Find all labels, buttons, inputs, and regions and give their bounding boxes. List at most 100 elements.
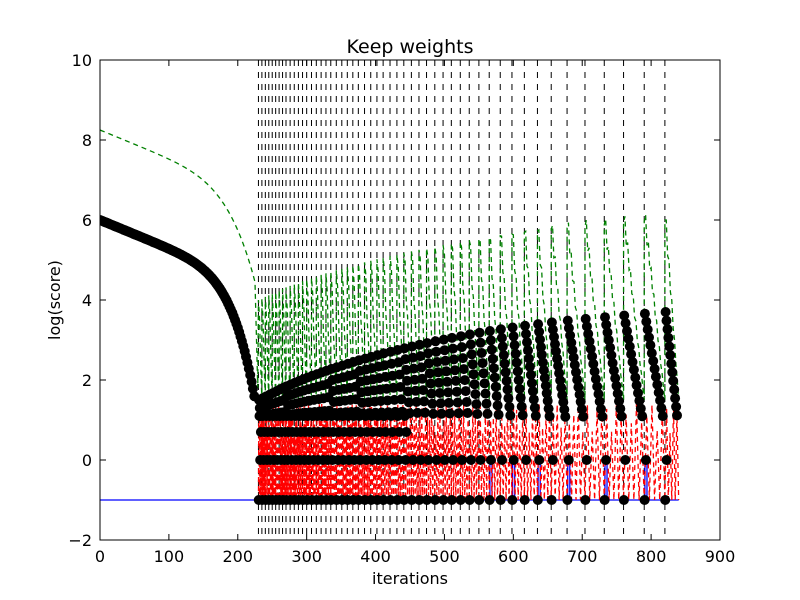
data-point	[479, 378, 490, 389]
data-point	[427, 398, 438, 409]
data-point	[522, 337, 532, 348]
data-point	[660, 307, 671, 317]
data-point	[452, 397, 463, 408]
data-point	[519, 495, 530, 505]
x-tick-label: 0	[95, 547, 105, 566]
data-point	[538, 365, 549, 376]
data-point	[507, 322, 518, 333]
data-point	[527, 386, 538, 397]
data-point	[477, 358, 488, 369]
data-point	[396, 394, 407, 405]
data-point	[556, 382, 567, 393]
data-point	[602, 327, 613, 338]
data-point	[532, 495, 543, 505]
data-point	[628, 364, 639, 375]
data-point	[411, 396, 422, 407]
data-point	[424, 368, 435, 379]
data-point	[407, 341, 418, 352]
chart-title: Keep weights	[347, 36, 474, 58]
data-point	[408, 363, 419, 374]
data-point	[475, 337, 486, 348]
data-point	[430, 495, 441, 505]
data-point	[408, 455, 419, 465]
data-point	[513, 375, 524, 386]
data-point	[496, 332, 507, 343]
data-point	[401, 364, 412, 375]
data-point	[400, 455, 411, 465]
data-point	[484, 326, 495, 336]
data-point	[657, 411, 668, 422]
data-point	[508, 455, 519, 465]
x-tick-label: 500	[429, 547, 460, 566]
data-point	[449, 365, 460, 376]
data-point	[594, 396, 605, 407]
data-point	[447, 332, 457, 343]
data-point	[620, 318, 631, 329]
data-point	[610, 373, 621, 384]
data-point	[670, 393, 681, 404]
data-point	[420, 407, 430, 418]
data-point	[433, 367, 444, 378]
data-point	[435, 398, 446, 409]
data-point	[600, 312, 610, 323]
data-point	[480, 388, 491, 399]
data-point	[593, 389, 604, 399]
data-point	[442, 376, 453, 387]
data-point	[495, 324, 506, 335]
data-point	[478, 368, 489, 379]
x-tick-label: 800	[636, 547, 667, 566]
data-point	[581, 321, 592, 332]
data-point	[451, 386, 462, 397]
data-point	[410, 385, 421, 396]
data-point	[403, 397, 414, 408]
data-point	[612, 388, 623, 399]
data-point	[409, 374, 420, 385]
data-point	[596, 404, 606, 414]
data-point	[432, 357, 443, 367]
data-point	[668, 375, 679, 386]
data-point	[607, 358, 618, 368]
data-point	[648, 356, 659, 366]
data-point	[645, 340, 656, 351]
data-point	[395, 382, 406, 392]
data-point	[649, 363, 660, 374]
data-point	[660, 495, 671, 505]
data-point	[572, 374, 583, 385]
y-tick-label: 2	[82, 371, 92, 390]
data-point	[482, 408, 493, 419]
data-point	[459, 375, 470, 386]
data-point	[469, 379, 480, 390]
data-point	[517, 410, 528, 421]
data-point	[605, 342, 616, 353]
data-point	[661, 315, 672, 326]
data-point	[653, 387, 664, 398]
data-point	[498, 350, 509, 361]
data-point	[448, 343, 458, 354]
data-point	[436, 408, 447, 419]
data-point	[392, 411, 403, 421]
data-point	[551, 346, 561, 357]
data-point	[468, 369, 479, 380]
data-point	[456, 331, 466, 342]
y-tick-label: 0	[82, 451, 92, 470]
data-point	[428, 408, 439, 419]
data-point	[423, 348, 434, 359]
x-tick-label: 100	[154, 547, 185, 566]
x-tick-label: 600	[498, 547, 529, 566]
data-point	[565, 330, 576, 341]
data-point	[504, 401, 515, 412]
data-point	[414, 339, 425, 350]
data-point	[637, 411, 648, 422]
data-point	[443, 387, 454, 398]
data-point	[406, 495, 417, 505]
data-point	[656, 403, 667, 414]
data-point	[624, 341, 635, 352]
data-point	[578, 411, 589, 422]
data-point	[433, 377, 444, 388]
data-point	[583, 328, 594, 339]
data-point	[464, 495, 475, 505]
data-point	[619, 310, 630, 321]
data-point	[439, 455, 450, 465]
